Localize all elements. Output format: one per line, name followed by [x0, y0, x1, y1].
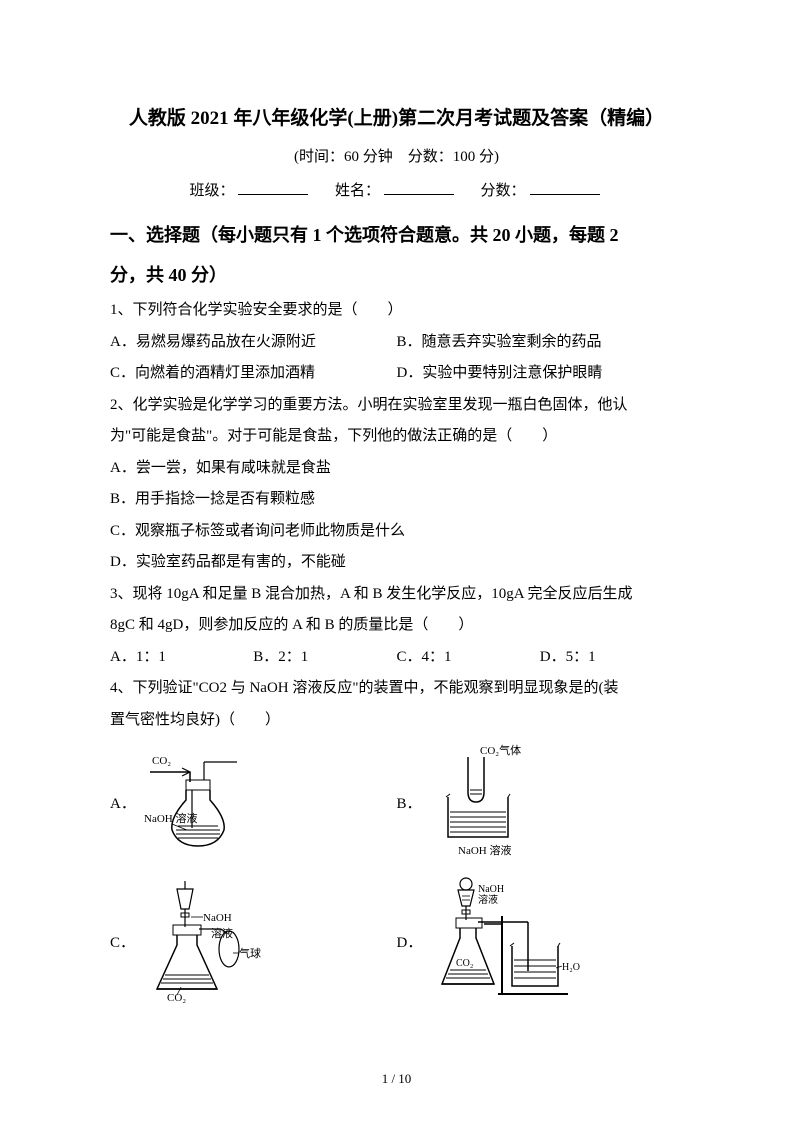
- section-1-line2: 分，共 40 分）: [110, 265, 227, 285]
- exam-page: 人教版 2021 年八年级化学(上册)第二次月考试题及答案（精编） (时间：60…: [0, 0, 793, 1122]
- q3-opt-c: C．4：1: [397, 642, 540, 674]
- c-co2-text: CO₂: [167, 992, 186, 1004]
- q4-label-b: B．: [397, 789, 422, 819]
- d-naoh-text: NaOH: [478, 884, 504, 895]
- diagram-cell-c: C．: [110, 876, 397, 1010]
- b-naoh-text: NaOH 溶液: [458, 843, 511, 857]
- q1-opt-d: D．实验中要特别注意保护眼睛: [397, 358, 684, 390]
- q2-opt-d: D．实验室药品都是有害的，不能碰: [110, 547, 683, 579]
- q4-stem2: 置气密性均良好)（ ）: [110, 705, 683, 737]
- q2-stem2: 为"可能是食盐"。对于可能是食盐，下列他的做法正确的是（ ）: [110, 421, 683, 453]
- c-naoh-text: NaOH: [203, 912, 232, 924]
- q1-opt-c: C．向燃着的酒精灯里添加酒精: [110, 358, 397, 390]
- class-blank[interactable]: [238, 180, 308, 195]
- score-label: 分数：: [481, 183, 526, 199]
- question-4: 4、下列验证"CO2 与 NaOH 溶液反应"的装置中，不能观察到明显现象是的(…: [110, 673, 683, 736]
- q2-stem1: 2、化学实验是化学学习的重要方法。小明在实验室里发现一瓶白色固体，他认: [110, 390, 683, 422]
- student-info-line: 班级： 姓名： 分数：: [110, 176, 683, 206]
- apparatus-d-icon: NaOH 溶液 CO₂: [428, 876, 598, 1010]
- subtitle: (时间：60 分钟 分数：100 分): [110, 142, 683, 172]
- d-co2-text: CO₂: [456, 958, 473, 969]
- q4-label-d: D．: [397, 928, 423, 958]
- q2-opt-b: B．用手指捻一捻是否有颗粒感: [110, 484, 683, 516]
- apparatus-b-icon: CO₂气体 NaOH 溶液: [428, 742, 558, 866]
- diagram-cell-d: D． NaOH 溶液: [397, 876, 684, 1010]
- page-number: 1 / 10: [0, 1066, 793, 1092]
- question-1: 1、下列符合化学实验安全要求的是（ ） A．易燃易爆药品放在火源附近 B．随意丢…: [110, 295, 683, 390]
- q3-opt-a: A．1：1: [110, 642, 253, 674]
- diagram-row-ab: A． CO₂: [110, 742, 683, 866]
- q3-stem1: 3、现将 10gA 和足量 B 混合加热，A 和 B 发生化学反应，10gA 完…: [110, 579, 683, 611]
- q3-opt-b: B．2：1: [253, 642, 396, 674]
- q1-opt-a: A．易燃易爆药品放在火源附近: [110, 327, 397, 359]
- c-sol-text: 溶液: [211, 926, 233, 940]
- apparatus-a-icon: CO₂ NaOH 溶液: [142, 750, 272, 859]
- c-ball-text: 气球: [239, 946, 261, 960]
- question-2: 2、化学实验是化学学习的重要方法。小明在实验室里发现一瓶白色固体，他认 为"可能…: [110, 390, 683, 579]
- a-naoh-text: NaOH 溶液: [144, 811, 197, 825]
- apparatus-c-icon: NaOH 溶液 气球 CO₂: [141, 879, 291, 1008]
- q1-stem: 1、下列符合化学实验安全要求的是（ ）: [110, 295, 683, 327]
- d-h2o-text: H₂O: [562, 962, 580, 973]
- name-blank[interactable]: [384, 180, 454, 195]
- q4-label-c: C．: [110, 928, 135, 958]
- q2-opt-c: C．观察瓶子标签或者询问老师此物质是什么: [110, 516, 683, 548]
- q1-opt-b: B．随意丢弃实验室剩余的药品: [397, 327, 684, 359]
- d-sol-text: 溶液: [478, 893, 498, 906]
- score-blank[interactable]: [530, 180, 600, 195]
- diagram-row-cd: C．: [110, 876, 683, 1010]
- q3-stem2: 8gC 和 4gD，则参加反应的 A 和 B 的质量比是（ ）: [110, 610, 683, 642]
- q4-stem1: 4、下列验证"CO2 与 NaOH 溶液反应"的装置中，不能观察到明显现象是的(…: [110, 673, 683, 705]
- name-label: 姓名：: [335, 183, 380, 199]
- a-co2-text: CO₂: [152, 755, 171, 767]
- q2-opt-a: A．尝一尝，如果有咸味就是食盐: [110, 453, 683, 485]
- b-co2-text: CO₂气体: [480, 743, 521, 757]
- page-title: 人教版 2021 年八年级化学(上册)第二次月考试题及答案（精编）: [110, 100, 683, 138]
- section-1-line1: 一、选择题（每小题只有 1 个选项符合题意。共 20 小题，每题 2: [110, 225, 619, 245]
- q3-opt-d: D．5：1: [540, 642, 683, 674]
- diagram-cell-b: B． CO₂气体 N: [397, 742, 684, 866]
- diagram-cell-a: A． CO₂: [110, 742, 397, 866]
- class-label: 班级：: [189, 183, 234, 199]
- section-1-heading: 一、选择题（每小题只有 1 个选项符合题意。共 20 小题，每题 2 分，共 4…: [110, 216, 683, 295]
- question-3: 3、现将 10gA 和足量 B 混合加热，A 和 B 发生化学反应，10gA 完…: [110, 579, 683, 674]
- q4-label-a: A．: [110, 789, 136, 819]
